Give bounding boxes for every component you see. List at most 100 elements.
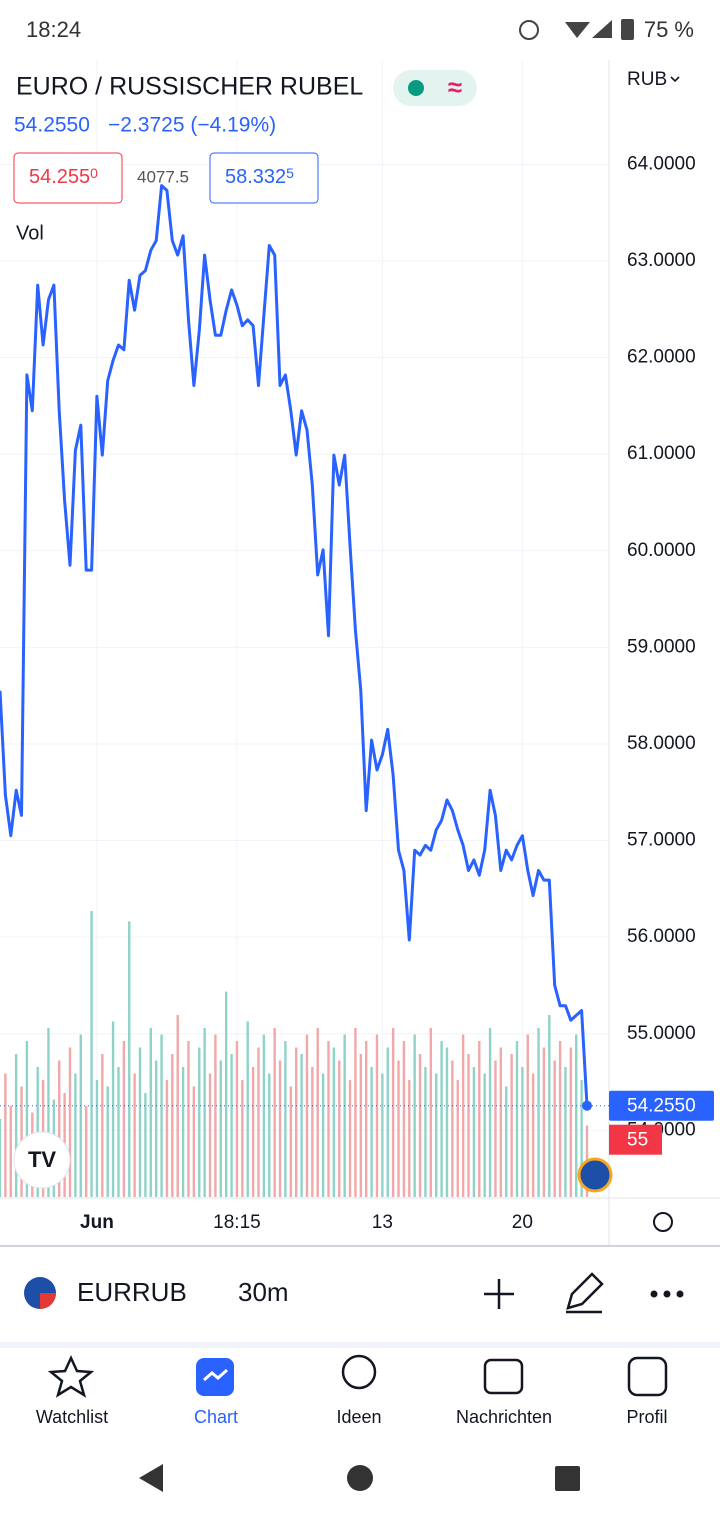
nav-label[interactable]: Nachrichten xyxy=(456,1407,552,1427)
add-icon[interactable] xyxy=(484,1279,514,1309)
volume-bar xyxy=(294,1047,298,1197)
eu-flag-badge xyxy=(577,1157,613,1193)
last-price-tag-label: 54.2550 xyxy=(627,1096,696,1117)
recents-button[interactable] xyxy=(555,1466,580,1491)
sell-main: 54.255 xyxy=(29,166,90,188)
volume-bar xyxy=(348,1080,352,1197)
volume-bar xyxy=(558,1041,562,1197)
nav-label[interactable]: Watchlist xyxy=(36,1407,108,1427)
volume-bar xyxy=(214,1034,217,1197)
volume-bar xyxy=(101,1054,104,1197)
watchlist-icon[interactable] xyxy=(47,1355,95,1398)
volume-bar xyxy=(424,1067,427,1197)
volume-bar xyxy=(359,1054,363,1197)
sell-pip: 0 xyxy=(90,165,98,181)
nav-label[interactable]: Ideen xyxy=(336,1407,381,1427)
status-time: 18:24 xyxy=(26,17,81,42)
more-icon[interactable] xyxy=(650,1290,684,1298)
volume-bar xyxy=(219,1060,222,1197)
status-pill[interactable] xyxy=(393,70,477,106)
interval[interactable]: 30m xyxy=(238,1277,289,1307)
volume-bar xyxy=(418,1054,422,1197)
volume-bar xyxy=(381,1073,384,1197)
volume-bar xyxy=(564,1067,567,1197)
volume-bar xyxy=(526,1034,529,1197)
volume-bar xyxy=(391,1028,395,1197)
volume-bar xyxy=(365,1041,368,1197)
volume-bar xyxy=(235,1041,239,1197)
volume-bar xyxy=(278,1060,282,1197)
settings-icon[interactable] xyxy=(653,1212,673,1232)
volume-bar xyxy=(553,1060,556,1197)
news-icon[interactable] xyxy=(483,1358,524,1395)
volume-bar xyxy=(515,1041,519,1197)
y-tick-label: 57.0000 xyxy=(627,830,696,851)
last-price: 54.2550 xyxy=(14,114,90,137)
volume-bar xyxy=(354,1028,357,1197)
volume-bar xyxy=(537,1028,540,1197)
chart-icon-line xyxy=(203,1368,228,1382)
tv-logo[interactable] xyxy=(13,1131,71,1189)
y-tick-label: 62.0000 xyxy=(627,347,696,368)
volume-bar xyxy=(370,1067,373,1197)
y-tick-label: 55.0000 xyxy=(627,1023,696,1044)
volume-bar xyxy=(25,1041,29,1197)
market-open-dot xyxy=(408,80,424,96)
home-button[interactable] xyxy=(347,1465,373,1491)
profile-icon[interactable] xyxy=(627,1356,668,1397)
tv-logo-mark: TV xyxy=(28,1147,56,1172)
volume-bar xyxy=(224,991,228,1197)
volume-bar xyxy=(327,1041,330,1197)
nav-label[interactable]: Chart xyxy=(194,1407,238,1427)
sell-price: 54.2550 xyxy=(29,165,98,189)
volume-bar xyxy=(445,1047,449,1197)
volume-bar xyxy=(386,1047,389,1197)
volume-bar xyxy=(321,1073,325,1197)
y-tick-label: 64.0000 xyxy=(627,153,696,174)
currency-caret xyxy=(670,76,680,83)
ideas-icon[interactable] xyxy=(341,1354,377,1390)
volume-bar xyxy=(181,1067,185,1197)
volume-bar xyxy=(144,1093,147,1197)
volume-bar xyxy=(4,1073,7,1197)
buy-box[interactable] xyxy=(209,152,319,204)
price-line-path xyxy=(0,184,589,1106)
volume-bar xyxy=(311,1067,314,1197)
back-button[interactable] xyxy=(139,1464,163,1492)
y-tick-label: 63.0000 xyxy=(627,250,696,271)
volume-bar xyxy=(68,1047,72,1197)
volume-bar xyxy=(413,1034,416,1197)
buy-pip: 5 xyxy=(286,165,294,181)
draw-icon[interactable] xyxy=(566,1272,604,1314)
volume-bar xyxy=(95,1080,99,1197)
volume-bar xyxy=(316,1028,319,1197)
sell-box[interactable] xyxy=(13,152,123,204)
volume-bar xyxy=(268,1073,271,1197)
x-tick-label: 18:15 xyxy=(213,1212,261,1233)
volume-bar xyxy=(171,1054,174,1197)
symbol[interactable]: EURRUB xyxy=(77,1277,187,1307)
buy-main: 58.332 xyxy=(225,166,286,188)
volume-bar xyxy=(284,1041,287,1197)
volume-bar xyxy=(375,1034,379,1197)
volume-bar xyxy=(289,1086,293,1197)
volume-bar xyxy=(488,1028,492,1197)
volume-bar xyxy=(203,1028,206,1197)
volume-bar xyxy=(9,1106,12,1197)
volume-bar xyxy=(456,1080,459,1197)
volume-label: Vol xyxy=(16,222,44,244)
volume-bar xyxy=(494,1060,497,1197)
symbol-flag-ru xyxy=(40,1293,56,1309)
y-tick-label: 60.0000 xyxy=(627,540,696,561)
volume-bar xyxy=(451,1060,454,1197)
volume-bar xyxy=(133,1073,136,1197)
volume-bar xyxy=(305,1034,309,1197)
last-price-tag xyxy=(609,1090,714,1121)
volume-bar xyxy=(483,1073,486,1197)
buy-price: 58.3325 xyxy=(225,165,294,189)
currency[interactable]: RUB xyxy=(627,69,667,90)
y-tick-label: 58.0000 xyxy=(627,733,696,754)
volume-bar xyxy=(90,911,93,1197)
nav-label[interactable]: Profil xyxy=(626,1407,667,1427)
